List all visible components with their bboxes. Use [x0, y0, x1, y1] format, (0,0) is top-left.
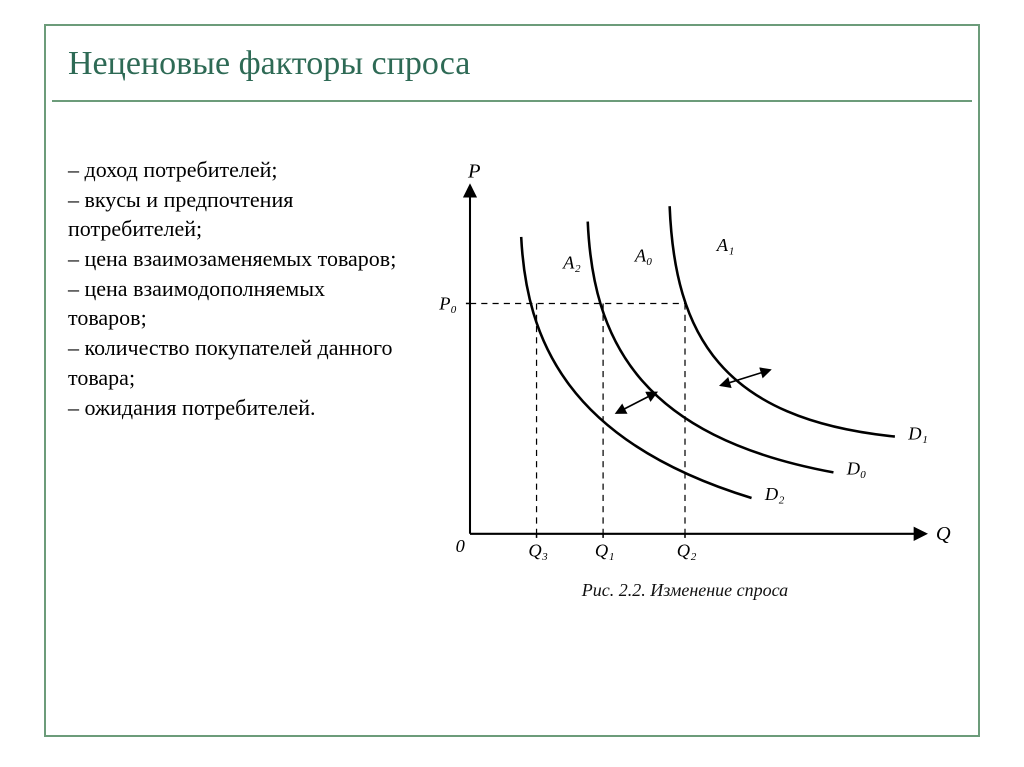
- svg-text:Q₂: Q₂: [677, 540, 697, 560]
- svg-text:D₁: D₁: [907, 424, 928, 444]
- list-item: цена взаимозаменяемых товаров;: [68, 244, 408, 274]
- svg-text:A₁: A₁: [716, 235, 735, 255]
- demand-chart: P Q 0 P₀ A₂ D₂ A₀ D₀ A₁ D₁ Q₃ Q₁ Q₂: [400, 155, 970, 625]
- svg-text:Q₁: Q₁: [595, 540, 615, 560]
- list-item: вкусы и предпочтения потребителей;: [68, 185, 408, 244]
- bullet-list: доход потребителей; вкусы и предпочтения…: [68, 155, 408, 422]
- chart-caption: Рис. 2.2. Изменение спроса: [400, 580, 970, 601]
- svg-text:D₂: D₂: [764, 484, 785, 504]
- svg-text:D₀: D₀: [846, 458, 867, 478]
- svg-text:Q: Q: [936, 523, 951, 545]
- svg-text:P₀: P₀: [438, 294, 457, 314]
- slide: Неценовые факторы спроса доход потребите…: [0, 0, 1024, 767]
- list-item: доход потребителей;: [68, 155, 408, 185]
- svg-text:A₂: A₂: [562, 253, 581, 273]
- chart-svg: P Q 0 P₀ A₂ D₂ A₀ D₀ A₁ D₁ Q₃ Q₁ Q₂: [400, 155, 970, 585]
- list-item: количество покупателей данного товара;: [68, 333, 408, 392]
- list-item: ожидания потребителей.: [68, 393, 408, 423]
- list-item: цена взаимодополняемых товаров;: [68, 274, 408, 333]
- slide-title: Неценовые факторы спроса: [68, 45, 470, 83]
- svg-text:P: P: [467, 161, 481, 183]
- title-rule: [52, 100, 972, 102]
- svg-text:0: 0: [456, 536, 465, 556]
- svg-text:Q₃: Q₃: [528, 540, 548, 560]
- svg-text:A₀: A₀: [634, 245, 653, 265]
